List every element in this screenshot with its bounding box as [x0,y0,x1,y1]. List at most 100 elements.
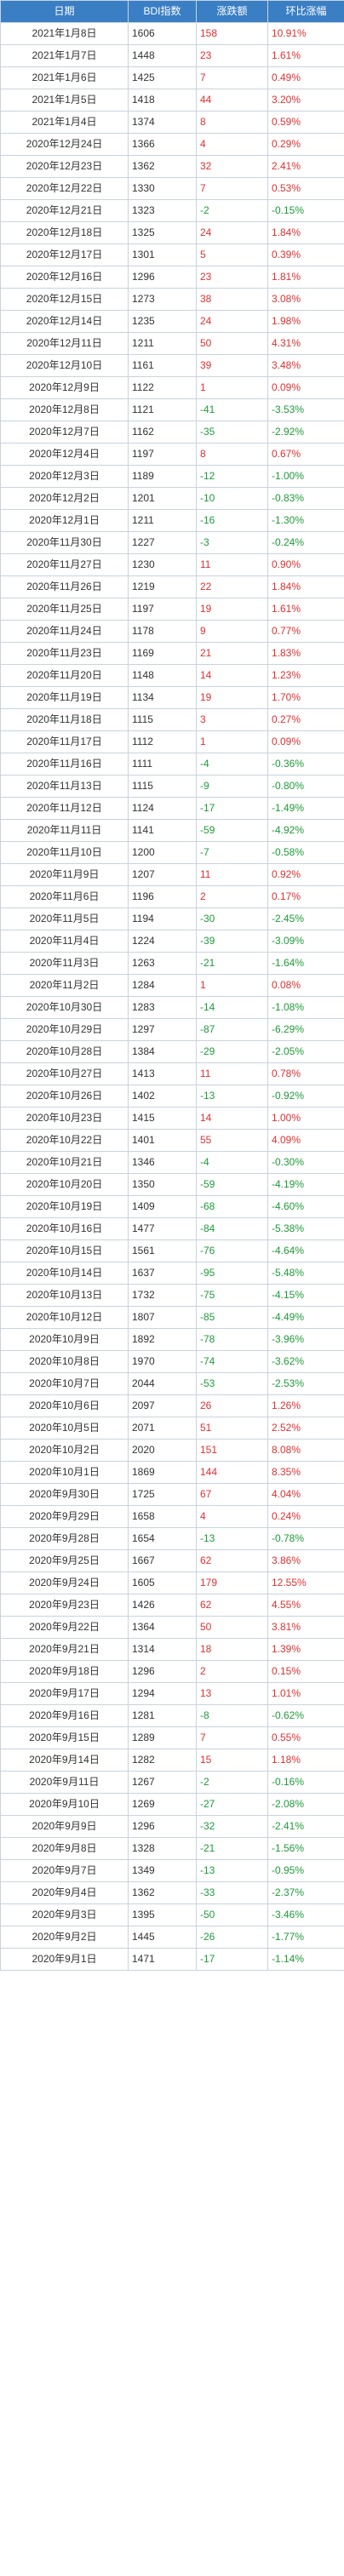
table-row: 2020年12月8日 1121 -41 -3.53% [0,398,344,421]
pct-cell: -0.80% [267,775,344,798]
change-cell: -2 [196,199,268,222]
table-row: 2020年11月24日 1178 9 0.77% [0,620,344,643]
date-cell: 2020年12月22日 [0,177,129,200]
table-row: 2020年12月7日 1162 -35 -2.92% [0,421,344,444]
change-cell: 51 [196,1417,268,1440]
change-cell: -7 [196,841,268,864]
pct-cell: -1.14% [267,1948,344,1971]
index-cell: 1162 [128,421,197,444]
pct-cell: -1.00% [267,465,344,488]
table-row: 2020年9月25日 1667 62 3.86% [0,1549,344,1572]
pct-cell: -4.19% [267,1173,344,1196]
change-cell: 18 [196,1638,268,1661]
change-cell: -4 [196,753,268,776]
table-row: 2020年12月3日 1189 -12 -1.00% [0,465,344,488]
date-cell: 2020年12月15日 [0,288,129,311]
date-cell: 2020年11月30日 [0,531,129,554]
table-row: 2020年12月1日 1211 -16 -1.30% [0,509,344,532]
date-cell: 2021年1月5日 [0,89,129,112]
table-row: 2020年10月21日 1346 -4 -0.30% [0,1151,344,1174]
index-cell: 1415 [128,1107,197,1130]
pct-cell: -2.53% [267,1372,344,1395]
header-change: 涨跌额 [196,0,268,23]
table-row: 2020年12月18日 1325 24 1.84% [0,221,344,244]
date-cell: 2020年9月18日 [0,1660,129,1683]
change-cell: 8 [196,443,268,466]
change-cell: -32 [196,1815,268,1838]
pct-cell: -4.92% [267,819,344,842]
change-cell: 23 [196,44,268,67]
change-cell: 7 [196,66,268,89]
table-row: 2020年10月20日 1350 -59 -4.19% [0,1173,344,1196]
date-cell: 2020年10月16日 [0,1217,129,1240]
pct-cell: -0.83% [267,487,344,510]
index-cell: 1328 [128,1837,197,1860]
pct-cell: 12.55% [267,1571,344,1594]
date-cell: 2020年12月3日 [0,465,129,488]
pct-cell: 1.70% [267,686,344,709]
table-row: 2020年10月28日 1384 -29 -2.05% [0,1040,344,1063]
change-cell: -68 [196,1195,268,1218]
pct-cell: 8.35% [267,1461,344,1484]
date-cell: 2020年12月4日 [0,443,129,466]
date-cell: 2020年12月24日 [0,133,129,156]
change-cell: -75 [196,1284,268,1307]
table-row: 2020年11月4日 1224 -39 -3.09% [0,930,344,953]
date-cell: 2020年10月15日 [0,1239,129,1262]
index-cell: 1224 [128,930,197,953]
index-cell: 1606 [128,22,197,45]
pct-cell: 3.48% [267,354,344,377]
change-cell: -53 [196,1372,268,1395]
date-cell: 2020年10月6日 [0,1394,129,1417]
date-cell: 2020年10月21日 [0,1151,129,1174]
change-cell: -9 [196,775,268,798]
pct-cell: 1.84% [267,575,344,598]
index-cell: 1395 [128,1903,197,1926]
index-cell: 1297 [128,1018,197,1041]
change-cell: -78 [196,1328,268,1351]
date-cell: 2020年11月16日 [0,753,129,776]
index-cell: 1219 [128,575,197,598]
change-cell: -13 [196,1859,268,1882]
table-row: 2020年10月22日 1401 55 4.09% [0,1129,344,1152]
table-row: 2020年9月4日 1362 -33 -2.37% [0,1881,344,1904]
index-cell: 1325 [128,221,197,244]
index-cell: 1296 [128,1660,197,1683]
change-cell: 1 [196,730,268,753]
index-cell: 1330 [128,177,197,200]
pct-cell: -0.62% [267,1704,344,1727]
index-cell: 1413 [128,1062,197,1085]
pct-cell: -6.29% [267,1018,344,1041]
index-cell: 1115 [128,708,197,731]
table-row: 2020年11月25日 1197 19 1.61% [0,598,344,621]
table-row: 2020年12月16日 1296 23 1.81% [0,266,344,289]
date-cell: 2020年9月29日 [0,1505,129,1528]
date-cell: 2020年9月7日 [0,1859,129,1882]
change-cell: 2 [196,885,268,908]
table-row: 2020年12月11日 1211 50 4.31% [0,332,344,355]
table-row: 2020年11月12日 1124 -17 -1.49% [0,797,344,820]
index-cell: 1269 [128,1793,197,1816]
table-row: 2021年1月8日 1606 158 10.91% [0,22,344,45]
index-cell: 1263 [128,952,197,975]
index-cell: 1426 [128,1594,197,1617]
date-cell: 2020年10月12日 [0,1306,129,1329]
index-cell: 1296 [128,266,197,289]
change-cell: 23 [196,266,268,289]
index-cell: 1197 [128,598,197,621]
table-row: 2020年9月29日 1658 4 0.24% [0,1505,344,1528]
date-cell: 2020年9月9日 [0,1815,129,1838]
table-row: 2020年10月5日 2071 51 2.52% [0,1417,344,1440]
date-cell: 2020年9月30日 [0,1483,129,1506]
table-row: 2020年12月22日 1330 7 0.53% [0,177,344,200]
date-cell: 2020年11月12日 [0,797,129,820]
pct-cell: 4.31% [267,332,344,355]
change-cell: -41 [196,398,268,421]
index-cell: 1283 [128,996,197,1019]
pct-cell: 0.55% [267,1726,344,1749]
table-row: 2020年12月4日 1197 8 0.67% [0,443,344,466]
table-row: 2020年12月17日 1301 5 0.39% [0,243,344,266]
pct-cell: 0.49% [267,66,344,89]
table-row: 2020年11月11日 1141 -59 -4.92% [0,819,344,842]
date-cell: 2020年11月24日 [0,620,129,643]
